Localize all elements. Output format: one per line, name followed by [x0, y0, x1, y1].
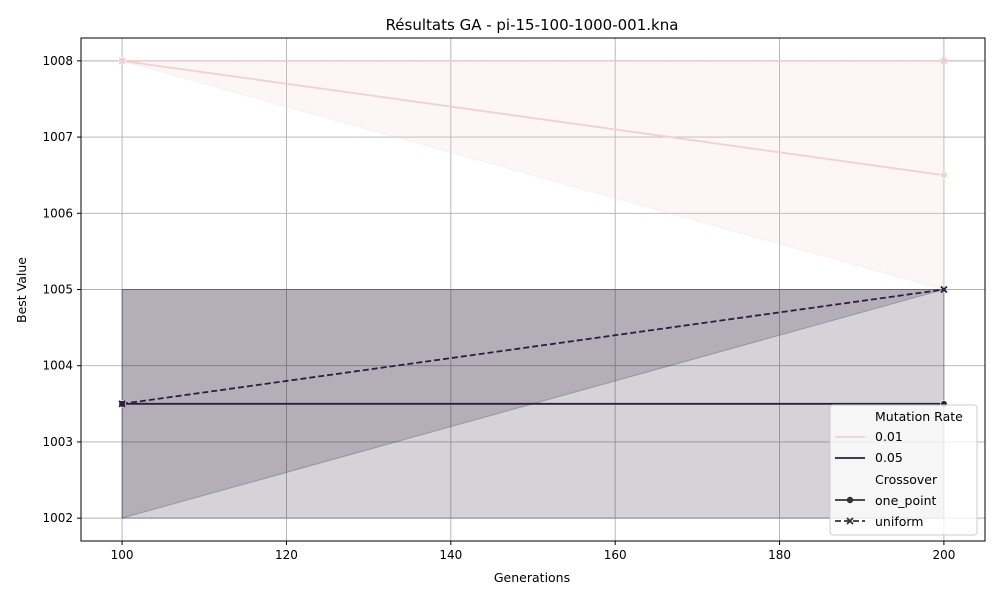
y-tick-label: 1002: [42, 511, 73, 525]
y-tick-label: 1007: [42, 130, 73, 144]
x-tick-label: 200: [932, 548, 955, 562]
legend-hue-title: Mutation Rate: [875, 409, 963, 424]
y-tick-label: 1004: [42, 359, 73, 373]
legend-label-0-01: 0.01: [875, 429, 903, 444]
series-line-0-01-one-point: [121, 59, 945, 177]
y-tick-label: 1005: [42, 283, 73, 297]
marker-0-01-uniform: [118, 57, 126, 65]
legend-label-0-05: 0.05: [875, 450, 903, 465]
marker-0-05-uniform: [118, 400, 126, 408]
y-tick-label: 1003: [42, 435, 73, 449]
y-tick-label: 1006: [42, 206, 73, 220]
x-tick-label: 120: [275, 548, 298, 562]
x-tick-label: 100: [111, 548, 134, 562]
x-axis-label: Generations: [494, 570, 570, 585]
legend-style-title: Crossover: [875, 472, 938, 487]
legend-box: [829, 404, 978, 536]
x-tick-label: 140: [439, 548, 462, 562]
confidence-bands: [121, 60, 945, 519]
y-tick-label: 1008: [42, 54, 73, 68]
legend-label-one-point: one_point: [875, 493, 936, 508]
series-lines: [121, 59, 945, 405]
legend-marker-one-point: [846, 496, 854, 504]
x-tick-label: 180: [768, 548, 791, 562]
ci-band-0-01-one-point: [121, 60, 945, 291]
legend: Mutation Rate 0.01 0.05 Crossover one_po…: [829, 404, 978, 536]
axis-ticks: 100 120 140 160 180 200 1002 1003 1004 1005 1006 10…: [42, 54, 955, 562]
marker-0-01-uniform: [940, 57, 948, 65]
chart-title: Résultats GA - pi-15-100-1000-001.kna: [386, 16, 679, 34]
legend-marker-uniform: [846, 517, 854, 525]
marker-0-05-uniform: [940, 285, 948, 294]
series-line-0-05-uniform: [121, 288, 945, 405]
x-tick-label: 160: [604, 548, 627, 562]
legend-label-uniform: uniform: [875, 514, 923, 529]
marker-0-01-one-point: [940, 171, 948, 179]
y-axis-label: Best Value: [14, 257, 29, 323]
